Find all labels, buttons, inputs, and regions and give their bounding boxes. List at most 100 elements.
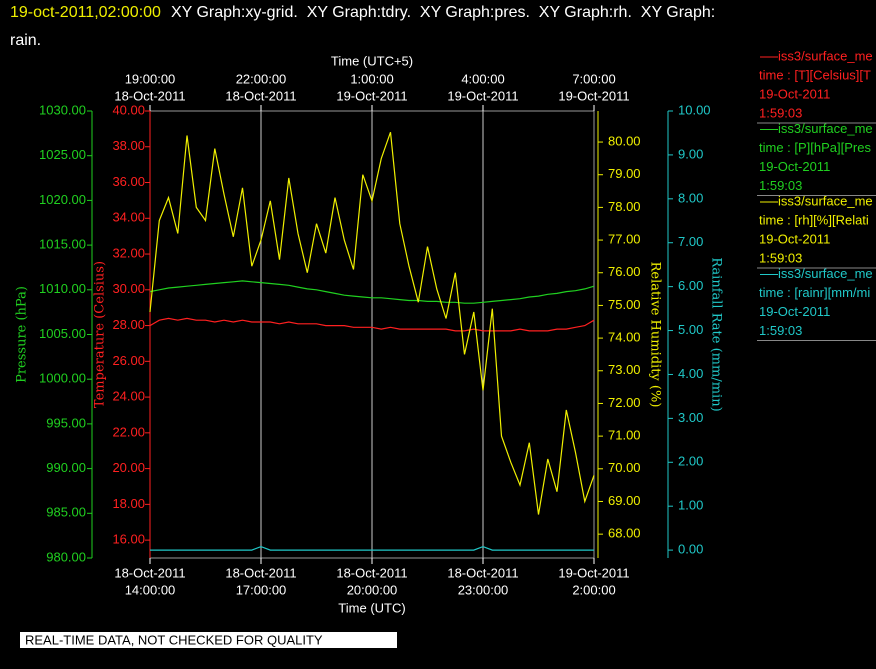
x-axis-title: Time (UTC) bbox=[338, 600, 405, 615]
y2-tick-label: 73.00 bbox=[608, 362, 641, 377]
x-tick-label: 18-Oct-2011 bbox=[225, 565, 296, 580]
y2-tick-label: 72.00 bbox=[608, 395, 641, 410]
y3-axis-title: Pressure (hPa) bbox=[15, 286, 30, 383]
x-tick-label: 2:00:00 bbox=[572, 582, 615, 597]
y-tick-label: 20.00 bbox=[112, 460, 145, 475]
legend-units: time : [rainr][mm/mi bbox=[759, 285, 870, 300]
y-tick-label: 24.00 bbox=[112, 389, 145, 404]
x2-tick-label: 19-Oct-2011 bbox=[558, 88, 629, 103]
x2-tick-label: 19-Oct-2011 bbox=[447, 88, 518, 103]
y-axis-title: Temperature (Celsius) bbox=[93, 261, 108, 408]
x-tick-label: 20:00:00 bbox=[347, 582, 398, 597]
y4-tick-label: 0.00 bbox=[678, 542, 703, 557]
y3-tick-label: 985.00 bbox=[46, 505, 86, 520]
legend-units: time : [rh][%][Relati bbox=[759, 212, 869, 227]
y2-tick-label: 79.00 bbox=[608, 166, 641, 181]
legend-date: 19-Oct-2011 bbox=[759, 86, 830, 101]
x2-tick-label: 18-Oct-2011 bbox=[225, 88, 296, 103]
y-tick-label: 30.00 bbox=[112, 281, 145, 296]
legend-time: 1:59:03 bbox=[759, 178, 802, 193]
y4-tick-label: 10.00 bbox=[678, 102, 711, 117]
y3-tick-label: 1020.00 bbox=[39, 192, 86, 207]
x2-tick-label: 19:00:00 bbox=[125, 71, 176, 86]
y-tick-label: 40.00 bbox=[112, 102, 145, 117]
x-tick-label: 14:00:00 bbox=[125, 582, 176, 597]
y-tick-label: 36.00 bbox=[112, 174, 145, 189]
legend-name: iss3/surface_me bbox=[778, 266, 873, 281]
y4-tick-label: 2.00 bbox=[678, 454, 703, 469]
chart-title: 19-oct-2011,02:00:00 XY Graph:xy-grid. XY… bbox=[10, 4, 715, 21]
y3-tick-label: 1010.00 bbox=[39, 281, 86, 296]
legend-time: 1:59:03 bbox=[759, 105, 802, 120]
y3-tick-label: 1030.00 bbox=[39, 102, 86, 117]
x2-tick-label: 4:00:00 bbox=[461, 71, 504, 86]
y-tick-label: 22.00 bbox=[112, 424, 145, 439]
y-tick-label: 32.00 bbox=[112, 245, 145, 260]
series-line bbox=[149, 317, 595, 332]
x-tick-label: 17:00:00 bbox=[236, 582, 287, 597]
note: REAL-TIME DATA, NOT CHECKED FOR QUALITY bbox=[25, 632, 323, 647]
y-tick-label: 18.00 bbox=[112, 496, 145, 511]
y3-tick-label: 1000.00 bbox=[39, 371, 86, 386]
y4-tick-label: 7.00 bbox=[678, 234, 703, 249]
y4-tick-label: 5.00 bbox=[678, 322, 703, 337]
y3-tick-label: 1005.00 bbox=[39, 326, 86, 341]
x-tick-label: 23:00:00 bbox=[458, 582, 509, 597]
x2-axis-title: Time (UTC+5) bbox=[331, 53, 413, 68]
y2-tick-label: 80.00 bbox=[608, 133, 641, 148]
x2-tick-label: 22:00:00 bbox=[236, 71, 287, 86]
legend-units: time : [P][hPa][Pres bbox=[759, 140, 871, 155]
x2-tick-label: 18-Oct-2011 bbox=[114, 88, 185, 103]
y4-tick-label: 8.00 bbox=[678, 190, 703, 205]
x-tick-label: 18-Oct-2011 bbox=[114, 565, 185, 580]
y2-tick-label: 77.00 bbox=[608, 232, 641, 247]
y2-tick-label: 74.00 bbox=[608, 330, 641, 345]
y4-tick-label: 6.00 bbox=[678, 278, 703, 293]
note-box bbox=[20, 632, 397, 648]
y4-tick-label: 1.00 bbox=[678, 498, 703, 513]
y2-tick-label: 70.00 bbox=[608, 460, 641, 475]
chart-title-line2: rain. bbox=[10, 32, 41, 49]
y-tick-label: 38.00 bbox=[112, 138, 145, 153]
x-tick-label: 18-Oct-2011 bbox=[447, 565, 518, 580]
y-tick-label: 28.00 bbox=[112, 317, 145, 332]
y-tick-label: 16.00 bbox=[112, 532, 145, 547]
legend-name: iss3/surface_me bbox=[778, 193, 873, 208]
legend-date: 19-Oct-2011 bbox=[759, 304, 830, 319]
y2-tick-label: 71.00 bbox=[608, 428, 641, 443]
y2-tick-label: 78.00 bbox=[608, 199, 641, 214]
y3-tick-label: 1015.00 bbox=[39, 237, 86, 252]
legend-name: iss3/surface_me bbox=[778, 48, 873, 63]
x-tick-label: 19-Oct-2011 bbox=[558, 565, 629, 580]
legend-name: iss3/surface_me bbox=[778, 121, 873, 136]
x2-tick-label: 7:00:00 bbox=[572, 71, 615, 86]
series-line bbox=[150, 545, 594, 551]
y4-axis-title: Rainfall Rate (mm/min) bbox=[709, 257, 724, 411]
y3-tick-label: 995.00 bbox=[46, 415, 86, 430]
title-time: 19-oct-2011,02:00:00 bbox=[10, 4, 161, 21]
y4-tick-label: 9.00 bbox=[678, 146, 703, 161]
y2-tick-label: 68.00 bbox=[608, 526, 641, 541]
x2-tick-label: 1:00:00 bbox=[350, 71, 393, 86]
legend-time: 1:59:03 bbox=[759, 250, 802, 265]
y4-tick-label: 3.00 bbox=[678, 410, 703, 425]
y2-axis-title: Relative Humidity (%) bbox=[648, 262, 663, 408]
y-tick-label: 34.00 bbox=[112, 210, 145, 225]
y2-tick-label: 75.00 bbox=[608, 297, 641, 312]
legend-date: 19-Oct-2011 bbox=[759, 159, 830, 174]
y3-tick-label: 1025.00 bbox=[39, 147, 86, 162]
series-line bbox=[149, 132, 595, 515]
title-text: XY Graph:xy-grid. XY Graph:tdry. XY Grap… bbox=[171, 4, 715, 21]
y4-tick-label: 4.00 bbox=[678, 366, 703, 381]
y-tick-label: 26.00 bbox=[112, 353, 145, 368]
y2-tick-label: 69.00 bbox=[608, 493, 641, 508]
legend-date: 19-Oct-2011 bbox=[759, 231, 830, 246]
legend-units: time : [T][Celsius][T bbox=[759, 67, 871, 82]
x2-tick-label: 19-Oct-2011 bbox=[336, 88, 407, 103]
legend-time: 1:59:03 bbox=[759, 323, 802, 338]
y2-tick-label: 76.00 bbox=[608, 264, 641, 279]
y3-tick-label: 990.00 bbox=[46, 460, 86, 475]
series-line bbox=[149, 280, 595, 304]
y3-tick-label: 980.00 bbox=[46, 549, 86, 564]
